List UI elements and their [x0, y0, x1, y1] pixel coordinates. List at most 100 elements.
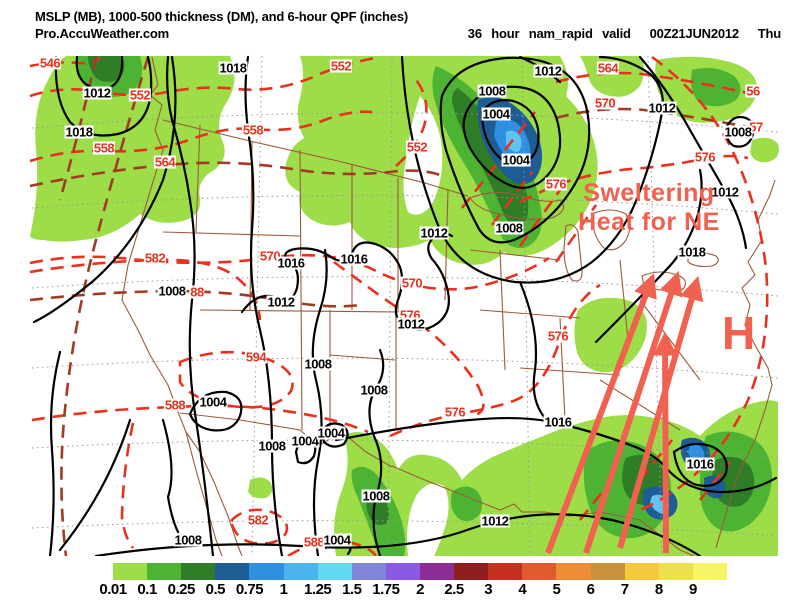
mslp-contour: [518, 280, 547, 420]
qpf-area: [452, 88, 529, 227]
colorbar-segment: [249, 563, 284, 580]
graticule-line: [387, 55, 393, 556]
mslp-contour: [166, 55, 215, 556]
colorbar-tick-label: 0.5: [205, 581, 226, 598]
qpf-area: [574, 297, 647, 373]
qpf-area: [30, 56, 235, 242]
qpf-area: [691, 68, 741, 107]
thickness-contour: [29, 55, 381, 98]
mslp-contour: [58, 418, 132, 552]
qpf-colorbar-labels: 0.01 0.1 0.25 0.5 0.75 1 1.25 1.5 1.75 2 2.5 3 4 5 6 7 8…: [0, 581, 808, 599]
colorbar-segment: [147, 563, 182, 580]
graticule-line: [31, 439, 779, 459]
thickness-contour: [519, 154, 749, 204]
colorbar-segment: [692, 563, 727, 580]
colorbar-tick-label: 3: [484, 581, 493, 598]
qpf-area: [248, 477, 273, 499]
heat-arrow: [617, 275, 704, 549]
lake-huron: [591, 209, 631, 251]
thickness-contour: [287, 539, 378, 556]
graticule-line: [31, 357, 779, 379]
mslp-contour: [725, 115, 755, 148]
coastline: [121, 56, 223, 556]
colorbar-segment: [317, 563, 352, 580]
colorbar-tick-label: 0.1: [137, 581, 157, 598]
thickness-contour: [29, 258, 262, 321]
colorbar-tick-label: 9: [688, 581, 697, 598]
mslp-contour: [188, 390, 243, 432]
mslp-contour: [32, 55, 177, 324]
graticule-line: [31, 194, 779, 215]
colorbar-tick-label: 1.5: [342, 581, 362, 598]
qpf-area: [450, 486, 483, 522]
qpf-area: [580, 56, 644, 97]
mslp-contour: [94, 513, 702, 556]
mslp-contour: [480, 99, 540, 165]
colorbar-segment: [215, 563, 250, 580]
thickness-contour: [333, 260, 485, 418]
thickness-contour: [555, 71, 753, 96]
qpf-area: [366, 495, 389, 526]
heat-arrow: [653, 331, 678, 554]
brand-text: Pro.AccuWeather.com: [35, 26, 169, 41]
colorbar-tick-label: 2: [416, 581, 424, 598]
colorbar-tick-label: 1.25: [304, 581, 332, 598]
mslp-contour: [320, 422, 349, 448]
colorbar-tick-label: 5: [552, 581, 561, 598]
thickness-contour: [229, 508, 289, 545]
heat-arrow: [583, 271, 683, 554]
colorbar-tick-label: 7: [620, 581, 629, 598]
colorbar-segment: [385, 563, 420, 580]
mslp-contour: [400, 55, 664, 284]
border-canada: [162, 119, 469, 197]
graticule-line: [31, 276, 779, 297]
heat-arrow: [545, 273, 657, 555]
state-border: [195, 124, 449, 431]
lake-michigan: [563, 224, 583, 282]
mslp-contour: [311, 248, 328, 556]
colorbar-segment: [419, 563, 455, 580]
mslp-contour: [240, 232, 454, 331]
heat-arrow-group: [545, 271, 704, 555]
mslp-contour: [439, 56, 591, 244]
mslp-contour: [334, 416, 778, 494]
colorbar-tick-label: 6: [586, 581, 595, 598]
colorbar-tick-label: 0.25: [167, 581, 196, 598]
colorbar-segment: [454, 563, 489, 580]
heat-annotation-line1: Sweltering: [583, 179, 715, 207]
coastline: [391, 465, 695, 556]
qpf-heavy-area: [506, 130, 522, 152]
thickness-contour: [639, 55, 769, 512]
state-border: [162, 231, 399, 430]
lake-superior: [469, 191, 565, 220]
graticule-line: [647, 55, 663, 556]
colorbar-segment: [113, 563, 148, 580]
qpf-colorbar: [113, 563, 727, 580]
colorbar-segment: [181, 563, 216, 580]
thickness-contour: [555, 107, 759, 131]
graticule-line: [251, 55, 263, 556]
colorbar-segment: [590, 563, 625, 580]
graticule-line: [521, 55, 531, 556]
colorbar-segment: [624, 563, 659, 580]
valid-time-text: 36 hour nam_rapid valid 00Z21JUN2012 Thu: [467, 26, 781, 41]
colorbar-tick-label: 1: [279, 581, 288, 598]
colorbar-segment: [522, 563, 557, 580]
colorbar-tick-label: 2.5: [444, 581, 464, 598]
mslp-contour: [161, 418, 180, 534]
colorbar-tick-label: 8: [654, 581, 663, 598]
thickness-contour: [389, 283, 601, 438]
colorbar-segment: [351, 563, 386, 580]
qpf-area: [88, 56, 125, 82]
map-title: MSLP (MB), 1000-500 thickness (DM), and …: [35, 9, 408, 24]
thickness-contour: [120, 422, 135, 549]
coastline: [185, 431, 243, 556]
heat-annotation: Sweltering Heat for NE: [568, 179, 730, 237]
colorbar-segment: [556, 563, 591, 580]
thickness-contour: [395, 79, 428, 167]
thickness-contour: [460, 111, 598, 263]
high-pressure-symbol: H: [722, 307, 756, 359]
colorbar-tick-label: 0.75: [235, 581, 264, 598]
